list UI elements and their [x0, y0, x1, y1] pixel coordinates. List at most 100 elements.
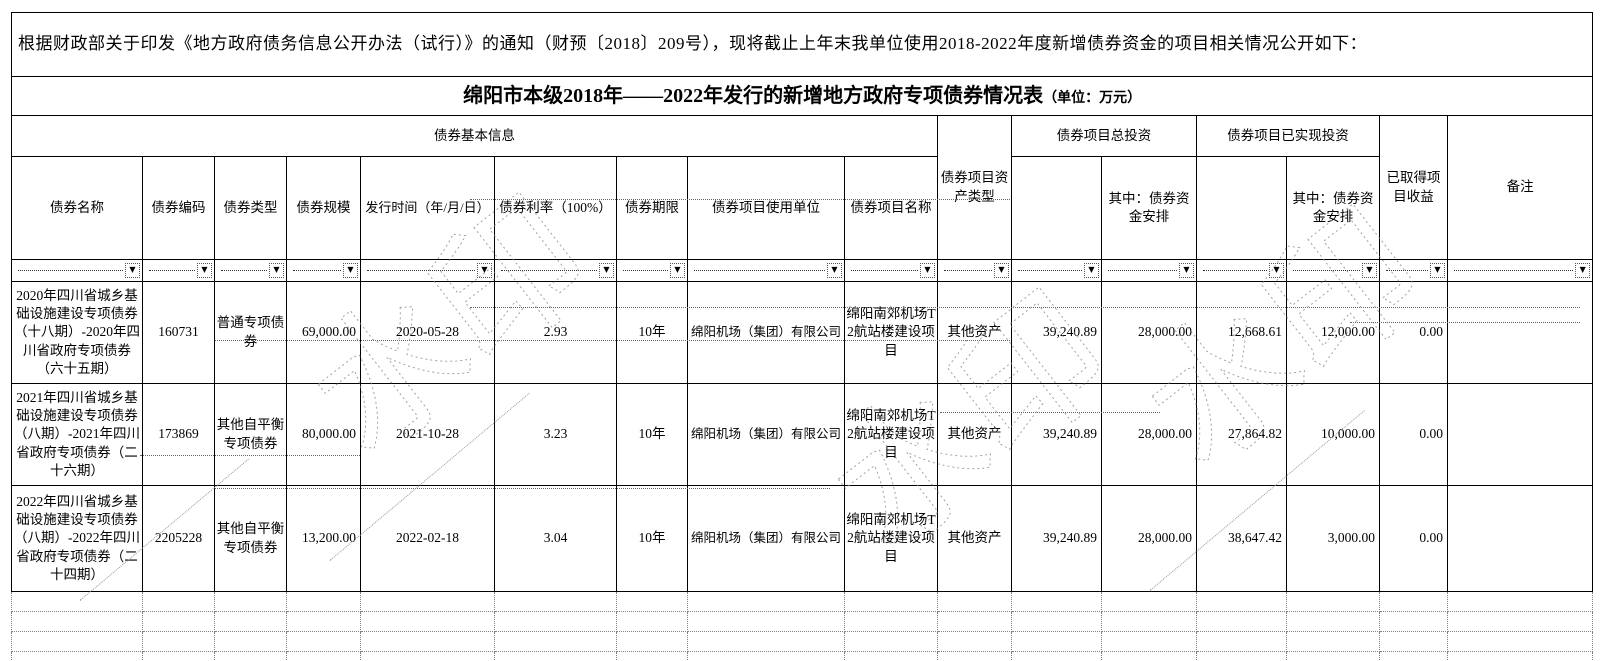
empty-cell [11, 651, 143, 661]
empty-cell [11, 591, 143, 612]
filter-dropdown[interactable]: ▼ [670, 263, 685, 278]
empty-cell [214, 591, 287, 612]
dotted-leader [1293, 270, 1360, 271]
income-cell: 0.00 [1379, 485, 1448, 592]
fund-arrangement-cell: 28,000.00 [1101, 485, 1197, 592]
bond-name-cell: 2021年四川省城乡基础设施建设专项债券（八期）-2021年四川省政府专项债券（… [11, 383, 143, 486]
dotted-leader [694, 270, 825, 271]
dotted-leader [944, 270, 992, 271]
empty-cell [687, 631, 845, 652]
empty-cell [11, 611, 143, 632]
table-row: 2021年四川省城乡基础设施建设专项债券（八期）-2021年四川省政府专项债券（… [11, 383, 1594, 486]
bond-code-cell: 173869 [142, 383, 215, 486]
filter-cell: ▼ [687, 259, 845, 282]
dotted-leader [18, 270, 123, 271]
filter-dropdown[interactable]: ▼ [125, 263, 140, 278]
empty-cell [1011, 631, 1102, 652]
filter-dropdown[interactable]: ▼ [197, 263, 212, 278]
empty-cell [687, 651, 845, 661]
filter-dropdown[interactable]: ▼ [599, 263, 614, 278]
empty-cell [286, 631, 361, 652]
dotted-leader [293, 270, 341, 271]
empty-row [11, 591, 1594, 612]
empty-cell [844, 591, 938, 612]
empty-cell [494, 611, 617, 632]
bond-code-cell: 2205228 [142, 485, 215, 592]
empty-cell [286, 591, 361, 612]
dotted-leader [1018, 270, 1082, 271]
empty-cell [214, 611, 287, 632]
empty-cell [286, 611, 361, 632]
realized-investment-cell: 12,668.61 [1196, 281, 1287, 384]
dotted-leader [221, 270, 267, 271]
header-bond-name: 债券名称 [11, 156, 143, 260]
filter-cell: ▼ [494, 259, 617, 282]
empty-cell [1286, 591, 1380, 612]
empty-cell [1379, 611, 1448, 632]
title-unit: （单位：万元） [1043, 90, 1142, 106]
filter-cell: ▼ [11, 259, 143, 282]
table-row: 2022年四川省城乡基础设施建设专项债券（八期）-2022年四川省政府专项债券（… [11, 485, 1594, 592]
empty-cell [1379, 651, 1448, 661]
empty-cell [1286, 631, 1380, 652]
empty-cell [1101, 611, 1197, 632]
empty-cell [616, 611, 688, 632]
filter-dropdown[interactable]: ▼ [1430, 263, 1445, 278]
dotted-leader [623, 270, 668, 271]
filter-dropdown[interactable]: ▼ [269, 263, 284, 278]
filter-cell: ▼ [1286, 259, 1380, 282]
header-remark: 备注 [1446, 115, 1594, 260]
project-name-cell: 绵阳南郊机场T2航站楼建设项目 [844, 383, 938, 486]
empty-cell [214, 651, 287, 661]
filter-dropdown[interactable]: ▼ [920, 263, 935, 278]
bond-scale-cell: 13,200.00 [286, 485, 361, 592]
remark-cell [1446, 383, 1594, 486]
filter-cell: ▼ [360, 259, 495, 282]
realized-investment-cell: 27,864.82 [1196, 383, 1287, 486]
filter-cell: ▼ [1379, 259, 1448, 282]
asset-type-cell: 其他资产 [937, 281, 1012, 384]
header-user-unit: 债券项目使用单位 [687, 156, 845, 260]
filter-dropdown[interactable]: ▼ [827, 263, 842, 278]
fund-arrangement-cell: 28,000.00 [1101, 281, 1197, 384]
empty-cell [1196, 631, 1287, 652]
asset-type-cell: 其他资产 [937, 383, 1012, 486]
header-bond-term: 债券期限 [616, 156, 688, 260]
filter-dropdown[interactable]: ▼ [1269, 263, 1284, 278]
filter-dropdown[interactable]: ▼ [1575, 263, 1591, 278]
empty-cell [142, 631, 215, 652]
empty-cell [1286, 651, 1380, 661]
filter-cell: ▼ [286, 259, 361, 282]
filter-dropdown[interactable]: ▼ [1084, 263, 1099, 278]
bond-name-cell: 2022年四川省城乡基础设施建设专项债券（八期）-2022年四川省政府专项债券（… [11, 485, 143, 592]
empty-cell [1196, 651, 1287, 661]
bond-rate-cell: 2.93 [494, 281, 617, 384]
dotted-leader [501, 270, 597, 271]
header-total-investment-sub [1011, 156, 1102, 260]
empty-row [11, 631, 1594, 652]
bond-name-cell: 2020年四川省城乡基础设施建设专项债券（十八期）-2020年四川省政府专项债券… [11, 281, 143, 384]
dotted-leader [1454, 270, 1574, 271]
dotted-leader [1386, 270, 1428, 271]
empty-cell [494, 591, 617, 612]
filter-dropdown[interactable]: ▼ [477, 263, 492, 278]
group-total-investment: 债券项目总投资 [1011, 115, 1197, 157]
realized-fund-arrangement-cell: 10,000.00 [1286, 383, 1380, 486]
title-row: 绵阳市本级2018年——2022年发行的新增地方政府专项债券情况表（单位：万元） [10, 76, 1594, 116]
filter-dropdown[interactable]: ▼ [994, 263, 1009, 278]
empty-cell [142, 611, 215, 632]
filter-dropdown[interactable]: ▼ [1179, 263, 1194, 278]
empty-cell [1446, 631, 1594, 652]
notice-row: 根据财政部关于印发《地方政府债务信息公开办法（试行）》的通知（财预〔2018〕2… [10, 12, 1594, 77]
issue-date-cell: 2021-10-28 [360, 383, 495, 486]
filter-dropdown[interactable]: ▼ [1362, 263, 1377, 278]
income-cell: 0.00 [1379, 383, 1448, 486]
bond-type-cell: 其他自平衡专项债券 [214, 383, 287, 486]
filter-dropdown[interactable]: ▼ [343, 263, 358, 278]
issue-date-cell: 2020-05-28 [360, 281, 495, 384]
asset-type-cell: 其他资产 [937, 485, 1012, 592]
group-basic-info: 债券基本信息 [11, 115, 938, 157]
total-investment-cell: 39,240.89 [1011, 281, 1102, 384]
remark-cell [1446, 485, 1594, 592]
